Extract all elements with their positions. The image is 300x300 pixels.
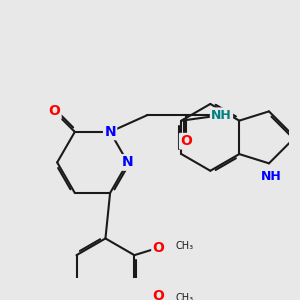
Text: CH₃: CH₃ [175, 241, 193, 251]
Text: O: O [180, 134, 192, 148]
Text: N: N [122, 155, 134, 170]
Text: CH₃: CH₃ [175, 293, 193, 300]
Text: O: O [153, 289, 164, 300]
Text: N: N [104, 125, 116, 139]
Text: O: O [49, 104, 60, 118]
Text: NH: NH [260, 170, 281, 183]
Text: NH: NH [211, 109, 232, 122]
Text: O: O [153, 241, 164, 255]
